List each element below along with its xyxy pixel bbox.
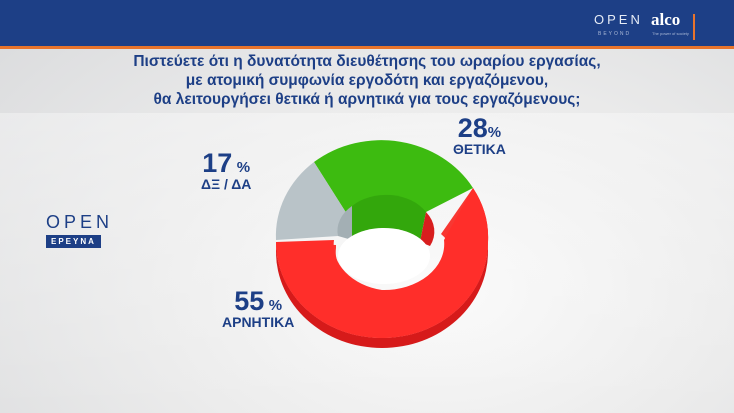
slice-dk[interactable] xyxy=(275,162,352,240)
label-dk-value: 17 xyxy=(202,148,233,178)
brand-open-text: OPEN xyxy=(46,212,114,232)
brand-ereuna-badge: ΕΡΕΥΝΑ xyxy=(46,235,101,248)
title-line-3: θα λειτουργήσει θετικά ή αρνητικά για το… xyxy=(153,91,581,108)
title-line-2: με ατομική συμφωνία εργοδότη και εργαζόμ… xyxy=(185,72,549,89)
label-dk-name: ΔΞ / ΔΑ xyxy=(201,176,252,192)
label-positive-name: ΘΕΤΙΚΑ xyxy=(453,141,506,157)
donut-chart xyxy=(275,140,489,348)
slice-negative-body[interactable] xyxy=(276,188,489,338)
open-beyond-subtitle: BEYOND xyxy=(598,31,632,37)
inner-wall-negative xyxy=(420,212,435,246)
inner-wall-dk xyxy=(337,206,352,240)
donut-hole xyxy=(338,228,430,284)
label-dk: 17 % ΔΞ / ΔΑ xyxy=(201,149,251,192)
title-line-1: Πιστεύετε ότι η δυνατότητα διευθέτησης τ… xyxy=(133,53,601,70)
logo-divider xyxy=(693,14,695,40)
open-ereuna-logo: OPEN ΕΡΕΥΝΑ xyxy=(46,213,113,249)
open-beyond-logo: OPEN xyxy=(594,12,643,27)
header-band xyxy=(0,0,734,46)
alco-logo: alco xyxy=(651,10,681,29)
header-accent-line xyxy=(0,46,734,49)
label-positive: 28% ΘΕΤΙΚΑ xyxy=(453,114,506,157)
label-dk-pct: % xyxy=(236,159,251,176)
chart-title: Πιστεύετε ότι η δυνατότητα διευθέτησης τ… xyxy=(60,52,674,109)
label-positive-pct: % xyxy=(487,124,502,141)
label-negative-value: 55 xyxy=(234,286,265,316)
label-negative-name: ΑΡΝΗΤΙΚΑ xyxy=(222,314,295,330)
label-negative: 55 % ΑΡΝΗΤΙΚΑ xyxy=(222,287,294,330)
label-negative-pct: % xyxy=(268,297,283,314)
alco-tagline: The power of society xyxy=(652,31,689,36)
label-positive-value: 28 xyxy=(457,113,488,143)
